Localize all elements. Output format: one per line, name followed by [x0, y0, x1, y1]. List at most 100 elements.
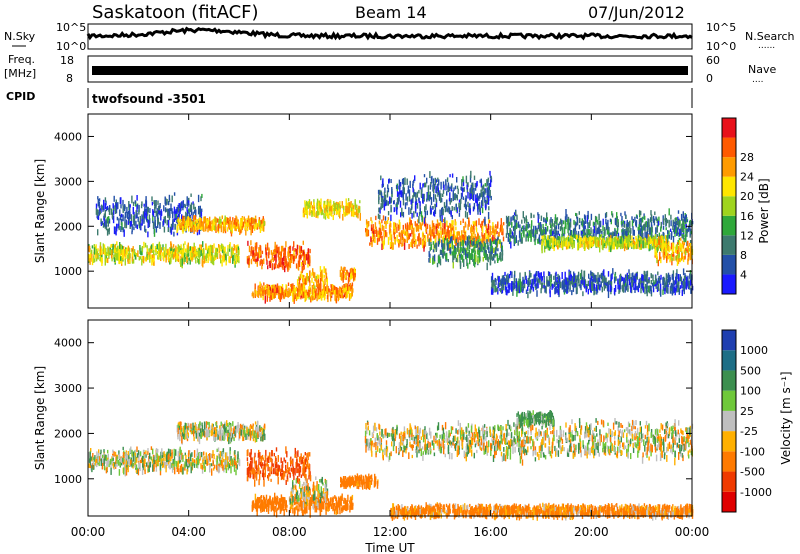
scatter-cell [685, 227, 687, 235]
scatter-cell [567, 287, 569, 293]
scatter-cell [95, 244, 97, 250]
scatter-cell [687, 281, 689, 286]
scatter-cell [607, 280, 610, 285]
scatter-cell [561, 219, 563, 227]
scatter-cell [379, 214, 381, 220]
scatter-cell [244, 218, 246, 224]
scatter-cell [603, 227, 606, 235]
scatter-cell [667, 234, 669, 242]
scatter-cell [254, 289, 256, 297]
scatter-cell [522, 287, 524, 292]
scatter-cell [145, 208, 147, 216]
scatter-cell [469, 244, 471, 250]
scatter-cell [424, 182, 426, 188]
scatter-cell [527, 292, 529, 299]
scatter-cell [522, 280, 524, 287]
scatter-cell [171, 253, 173, 258]
scatter-cell [437, 223, 439, 229]
scatter-cell [173, 231, 175, 237]
scatter-cell [239, 227, 241, 236]
scatter-cell [116, 248, 118, 256]
scatter-cell [481, 221, 483, 225]
scatter-cell [143, 209, 146, 217]
scatter-cell [583, 223, 585, 231]
scatter-cell [500, 241, 502, 249]
scatter-cell [248, 260, 250, 268]
scatter-cell [477, 257, 479, 265]
scatter-cell [449, 222, 451, 228]
scatter-cell [585, 286, 587, 293]
scatter-cell [244, 226, 246, 230]
scatter-cell [492, 280, 494, 286]
scatter-cell [377, 189, 380, 194]
scatter-cell [348, 286, 350, 294]
scatter-cell [444, 205, 447, 213]
scatter-cell [121, 222, 123, 230]
scatter-cell [624, 282, 627, 286]
scatter-cell [466, 187, 469, 193]
scatter-cell [555, 271, 557, 277]
scatter-cell [550, 229, 552, 236]
scatter-cell [107, 246, 109, 254]
scatter-cell [140, 256, 142, 260]
scatter-cell [583, 228, 585, 236]
scatter-cell [582, 276, 584, 285]
scatter-cell [548, 281, 550, 287]
scatter-cell [269, 260, 271, 269]
scatter-cell [652, 282, 654, 289]
scatter-cell [185, 211, 187, 219]
scatter-cell [233, 245, 236, 251]
scatter-cell [377, 230, 379, 239]
scatter-cell [538, 222, 540, 230]
scatter-cell [689, 220, 691, 226]
scatter-cell [654, 283, 656, 287]
scatter-cell [596, 278, 598, 285]
scatter-cell [650, 210, 652, 216]
scatter-cell [491, 284, 493, 290]
scatter-cell [476, 243, 478, 248]
scatter-cell [613, 232, 615, 237]
scatter-cell [536, 290, 538, 297]
scatter-cell [609, 285, 612, 292]
scatter-cell [477, 204, 479, 212]
scatter-cell [564, 216, 567, 224]
scatter-cell [129, 259, 131, 264]
scatter-cell [188, 227, 190, 232]
scatter-cell [204, 255, 207, 260]
scatter-cell [193, 203, 195, 210]
scatter-cell [436, 183, 439, 191]
scatter-cell [458, 199, 461, 203]
scatter-cell [463, 226, 465, 233]
scatter-cell [583, 214, 586, 220]
scatter-cell [283, 256, 285, 262]
scatter-cell [390, 179, 392, 184]
scatter-cell [462, 239, 464, 247]
scatter-cell [124, 252, 126, 258]
scatter-cell [371, 227, 373, 231]
scatter-cell [641, 216, 644, 223]
scatter-cell [311, 292, 314, 296]
scatter-cell [449, 192, 451, 201]
scatter-cell [532, 286, 535, 292]
scatter-cell [309, 205, 311, 209]
scatter-cell [259, 245, 262, 252]
scatter-cell [285, 288, 287, 293]
scatter-cell [132, 259, 135, 264]
scatter-cell [679, 285, 682, 289]
scatter-cell [396, 234, 398, 242]
scatter-cell [335, 287, 338, 295]
scatter-cell [495, 225, 497, 232]
scatter-cell [310, 296, 312, 303]
scatter-cell [538, 277, 540, 283]
scatter-cell [478, 235, 481, 243]
scatter-cell [381, 224, 383, 231]
scatter-cell [456, 231, 459, 240]
scatter-cell [392, 242, 394, 250]
scatter-cell [646, 239, 648, 244]
scatter-cell [258, 251, 261, 259]
scatter-cell [629, 282, 632, 289]
scatter-cell [486, 239, 488, 245]
scatter-cell [384, 216, 387, 221]
scatter-cell [669, 286, 672, 294]
scatter-cell [463, 203, 466, 208]
